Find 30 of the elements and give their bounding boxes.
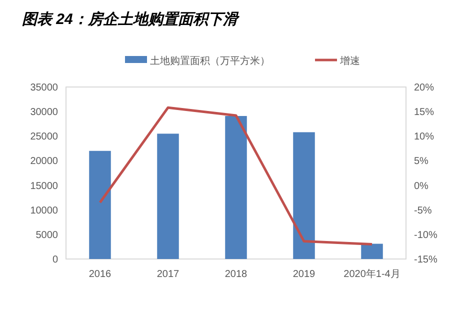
bar [157, 134, 179, 259]
y2-tick-label: -15% [414, 254, 438, 266]
y-tick-label: 15000 [30, 180, 58, 192]
y2-tick-label: 15% [414, 107, 434, 118]
chart-title: 图表 24：房企土地购置面积下滑 [22, 10, 240, 28]
line-series [98, 106, 374, 246]
y2-tick-label: -10% [414, 230, 438, 241]
bar [293, 132, 315, 259]
legend-label: 土地购置面积（万平方米） [150, 55, 270, 67]
y-tick-label: 20000 [30, 156, 58, 168]
y-tick-label: 0 [52, 254, 58, 266]
bar [361, 244, 383, 259]
x-tick-label: 2017 [156, 269, 180, 280]
bar [89, 150, 111, 259]
y-tick-label: 30000 [30, 107, 58, 118]
x-tick-label: 2016 [88, 269, 112, 280]
legend-label: 增速 [339, 55, 360, 67]
x-tick-label: 2020年1-4月 [344, 268, 400, 280]
x-tick-label: 2019 [292, 269, 316, 280]
y-tick-label: 5000 [36, 230, 58, 241]
y2-tick-label: 5% [414, 156, 429, 168]
y2-tick-label: 20% [414, 82, 434, 94]
y2-tick-label: -5% [414, 205, 432, 216]
y2-tick-label: 0% [414, 180, 429, 192]
y-tick-label: 35000 [30, 82, 58, 94]
x-tick-label: 2018 [224, 269, 248, 280]
y-tick-label: 10000 [30, 205, 58, 216]
y2-tick-label: 10% [414, 132, 434, 143]
y-tick-label: 25000 [30, 132, 58, 143]
bar [225, 116, 247, 259]
